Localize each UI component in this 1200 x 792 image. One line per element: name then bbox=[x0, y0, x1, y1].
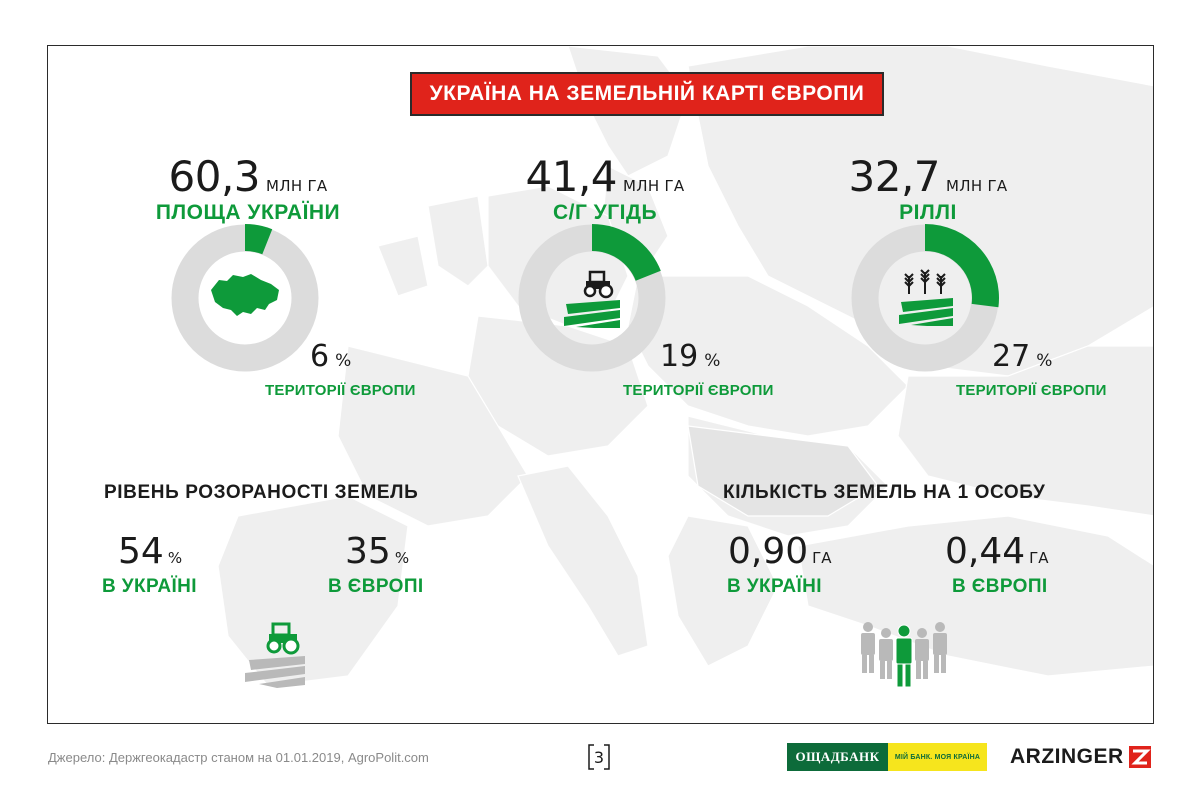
stat-ukraine-area: 60,3 МЛН ГА ПЛОЩА УКРАЇНИ bbox=[143, 152, 353, 225]
stat-label: ПЛОЩА УКРАЇНИ bbox=[155, 201, 341, 224]
unit: % bbox=[167, 549, 183, 567]
arzinger-mark-icon bbox=[1128, 746, 1151, 768]
share-footnote-2: ТЕРИТОРІЇ ЄВРОПИ bbox=[623, 382, 774, 399]
plowing-ukraine-label: В УКРАЇНІ bbox=[102, 576, 197, 597]
stat-unit: МЛН ГА bbox=[623, 177, 685, 195]
plowing-ukraine-value: 54% bbox=[118, 531, 182, 572]
arzinger-logo: ARZINGER bbox=[1010, 745, 1151, 769]
oschadbank-slogan: МІЙ БАНК. МОЯ КРАЇНА bbox=[888, 743, 987, 771]
stat-value: 32,7 bbox=[848, 152, 941, 201]
plowing-europe-label: В ЄВРОПІ bbox=[328, 576, 424, 597]
source-caption: Джерело: Держгеокадастр станом на 01.01.… bbox=[48, 750, 429, 765]
stat-value-row: 60,3 МЛН ГА bbox=[143, 152, 353, 201]
wheat-field-icon bbox=[899, 269, 953, 326]
stat-label: С/Г УГІДЬ bbox=[552, 201, 658, 224]
value: 35 bbox=[345, 531, 391, 572]
percent-sign: % bbox=[704, 351, 721, 371]
share-footnote-3: ТЕРИТОРІЇ ЄВРОПИ bbox=[956, 382, 1107, 399]
per-person-europe-label: В ЄВРОПІ bbox=[952, 576, 1048, 597]
share-percent-1: 6% bbox=[310, 339, 351, 374]
value: 54 bbox=[118, 531, 164, 572]
tractor-field-icon bbox=[564, 270, 620, 328]
stat-value: 41,4 bbox=[525, 152, 618, 201]
plowing-europe-value: 35% bbox=[345, 531, 409, 572]
percent-sign: % bbox=[1036, 351, 1053, 371]
tractor-field-icon bbox=[245, 622, 305, 688]
percent-sign: % bbox=[335, 351, 352, 371]
per-person-ukraine-label: В УКРАЇНІ bbox=[727, 576, 822, 597]
percent-value: 27 bbox=[992, 339, 1031, 374]
percent-value: 19 bbox=[660, 339, 699, 374]
donut-share-arc bbox=[925, 224, 999, 308]
value: 0,44 bbox=[945, 531, 1026, 572]
plowing-section-title: РІВЕНЬ РОЗОРАНОСТІ ЗЕМЕЛЬ bbox=[104, 482, 419, 503]
per-person-ukraine-value: 0,90 ГА bbox=[728, 531, 832, 572]
donut-share-arc bbox=[592, 224, 661, 281]
page-title-banner: УКРАЇНА НА ЗЕМЕЛЬНІЙ КАРТІ ЄВРОПИ bbox=[410, 72, 884, 116]
stat-label: РІЛЛІ bbox=[899, 201, 957, 224]
infographic-frame: УКРАЇНА НА ЗЕМЕЛЬНІЙ КАРТІ ЄВРОПИ 60,3 МЛ… bbox=[47, 45, 1154, 724]
oschadbank-name: ОЩАДБАНК bbox=[787, 743, 888, 771]
donut-chart-ukraine-area bbox=[171, 224, 319, 372]
value: 0,90 bbox=[728, 531, 809, 572]
per-person-europe-value: 0,44 ГА bbox=[945, 531, 1049, 572]
donut-chart-arable-land bbox=[851, 224, 999, 372]
donut-share-arc bbox=[245, 224, 273, 255]
page-number-value: 3 bbox=[593, 747, 605, 767]
stat-unit: МЛН ГА bbox=[266, 177, 328, 195]
unit: ГА bbox=[812, 549, 832, 567]
stat-value: 60,3 bbox=[168, 152, 261, 201]
share-percent-2: 19% bbox=[660, 339, 720, 374]
stat-agricultural-land: 41,4 МЛН ГА С/Г УГІДЬ bbox=[500, 152, 710, 225]
oschadbank-logo: ОЩАДБАНК МІЙ БАНК. МОЯ КРАЇНА bbox=[787, 743, 987, 771]
share-footnote-1: ТЕРИТОРІЇ ЄВРОПИ bbox=[265, 382, 416, 399]
share-percent-3: 27% bbox=[992, 339, 1052, 374]
page-number-bracket bbox=[588, 744, 610, 770]
stat-value-row: 32,7 МЛН ГА bbox=[823, 152, 1033, 201]
arzinger-name: ARZINGER bbox=[1010, 745, 1124, 768]
unit: ГА bbox=[1029, 549, 1049, 567]
donut-chart-agricultural-land bbox=[518, 224, 666, 372]
ukraine-map-icon bbox=[211, 274, 279, 316]
stat-arable-land: 32,7 МЛН ГА РІЛЛІ bbox=[823, 152, 1033, 225]
per-person-section-title: КІЛЬКІСТЬ ЗЕМЕЛЬ НА 1 ОСОБУ bbox=[723, 482, 1046, 503]
stat-value-row: 41,4 МЛН ГА bbox=[500, 152, 710, 201]
percent-value: 6 bbox=[310, 339, 330, 374]
page-number: 3 bbox=[588, 744, 610, 770]
europe-map-background bbox=[217, 46, 1153, 687]
unit: % bbox=[394, 549, 410, 567]
people-group-icon bbox=[861, 622, 947, 688]
stat-unit: МЛН ГА bbox=[946, 177, 1008, 195]
